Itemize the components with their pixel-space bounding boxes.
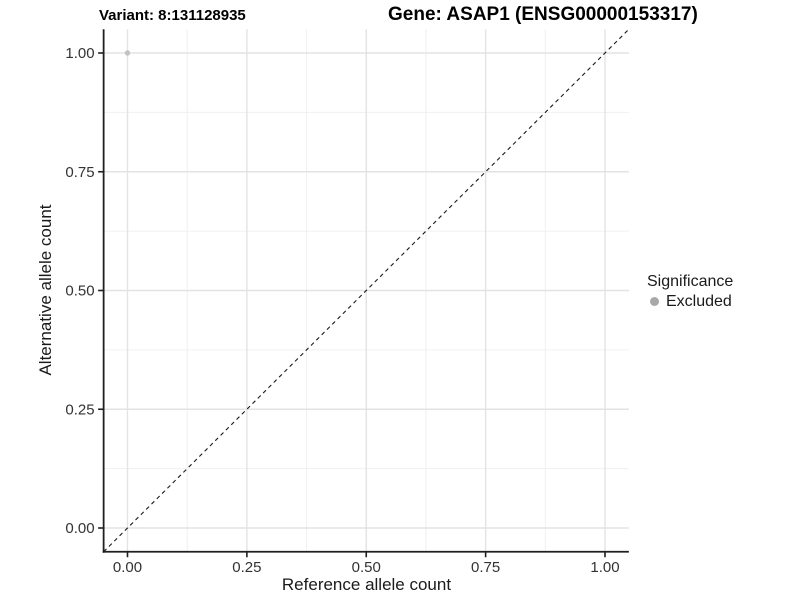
x-tick-label: 0.75 [471, 559, 500, 576]
y-tick-label: 1.00 [65, 45, 94, 62]
legend-item-excluded: Excluded [666, 293, 732, 310]
legend-title: Significance [647, 273, 734, 290]
x-tick-label: 0.00 [113, 559, 142, 576]
plot-title-gene: Gene: ASAP1 (ENSG00000153317) [388, 4, 698, 25]
data-point [124, 50, 131, 56]
x-tick-label: 1.00 [590, 559, 619, 576]
y-tick-label: 0.50 [65, 283, 94, 300]
y-tick-label: 0.75 [65, 164, 94, 181]
identity-reference-line [103, 28, 630, 553]
x-tick-label: 0.25 [232, 559, 261, 576]
x-tick-label: 0.50 [352, 559, 381, 576]
plot-title-variant: Variant: 8:131128935 [99, 7, 246, 24]
y-axis-title: Alternative allele count [36, 204, 55, 376]
y-tick-label: 0.00 [65, 520, 94, 537]
y-tick-label: 0.25 [65, 401, 94, 418]
x-axis-title: Reference allele count [281, 575, 452, 594]
excluded-dot-icon [650, 297, 659, 306]
